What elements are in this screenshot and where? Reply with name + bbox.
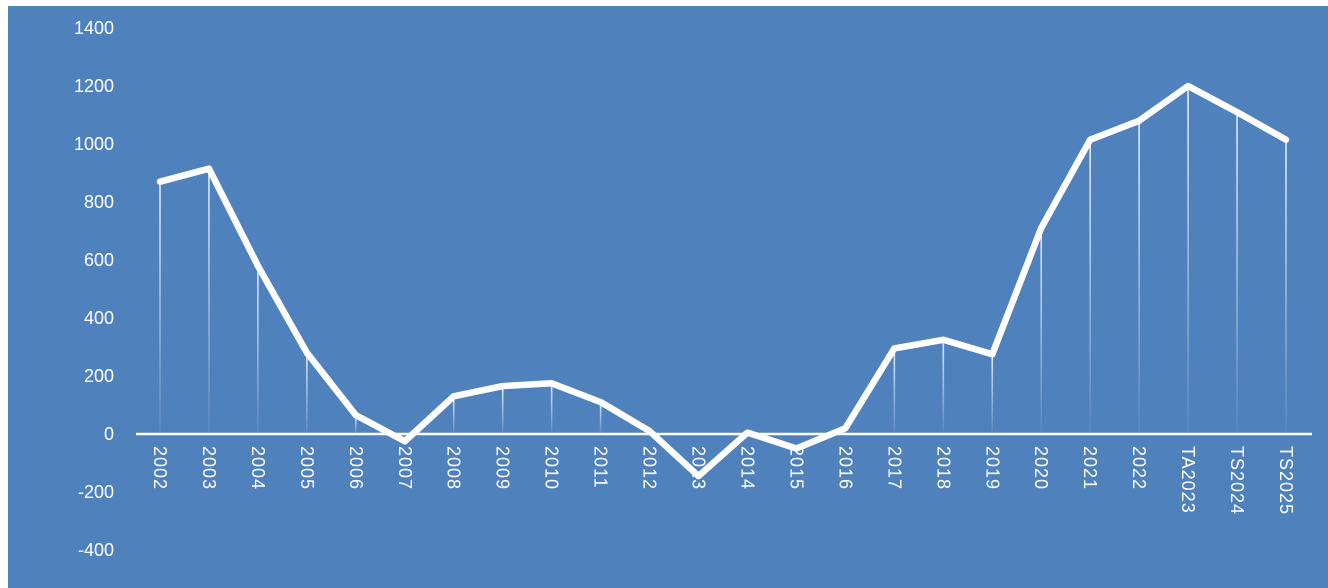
x-tick-label: TS2024 xyxy=(1227,446,1247,515)
drop-line xyxy=(306,352,308,434)
x-tick-label: 2010 xyxy=(542,446,562,490)
drop-line xyxy=(208,168,210,434)
x-tick-label: TS2025 xyxy=(1276,446,1296,515)
x-tick-label: 2012 xyxy=(640,446,660,490)
x-tick-label: 2009 xyxy=(493,446,513,490)
x-tick-label: 2022 xyxy=(1129,446,1149,490)
y-tick-label: 800 xyxy=(84,192,114,212)
x-tick-label: 2015 xyxy=(786,446,806,490)
x-tick-label: TA2023 xyxy=(1178,446,1198,514)
x-tick-label: 2016 xyxy=(835,446,855,490)
x-tick-label: 2014 xyxy=(737,446,757,490)
x-tick-label: 2003 xyxy=(199,446,219,490)
x-tick-label: 2017 xyxy=(884,446,904,490)
drop-line xyxy=(942,339,945,434)
y-tick-label: 1400 xyxy=(74,18,114,38)
x-tick-label: 2005 xyxy=(297,446,317,490)
y-tick-label: 1200 xyxy=(74,76,114,96)
drop-line xyxy=(501,386,504,434)
series-line xyxy=(156,82,1290,480)
drop-line xyxy=(1089,139,1091,434)
x-tick-label: 2019 xyxy=(982,446,1002,490)
x-tick-label: 2013 xyxy=(689,446,709,490)
x-tick-label: 2018 xyxy=(933,446,953,490)
drop-line xyxy=(991,354,994,434)
y-tick-label: 200 xyxy=(84,366,114,386)
x-tick-label: 2021 xyxy=(1080,446,1100,490)
drop-line xyxy=(1040,228,1043,434)
drop-line xyxy=(159,181,161,434)
drop-line xyxy=(1285,139,1287,434)
y-tick-label: -200 xyxy=(78,482,114,502)
x-tick-label: 2007 xyxy=(395,446,415,490)
x-tick-label: 2004 xyxy=(248,446,268,490)
drop-line xyxy=(1187,86,1189,434)
x-tick-label: 2006 xyxy=(346,446,366,490)
drop-line xyxy=(1138,120,1140,435)
y-tick-label: -400 xyxy=(78,540,114,560)
drop-line xyxy=(893,348,896,434)
x-tick-label: 2002 xyxy=(150,446,170,490)
y-tick-label: 0 xyxy=(104,424,114,444)
drop-lines xyxy=(159,86,1287,435)
y-axis-tick-labels: 1400 1200 1000 800 600 400 200 0 -200 -400 xyxy=(74,18,114,560)
drop-line xyxy=(550,383,553,434)
y-tick-label: 600 xyxy=(84,250,114,270)
x-axis-tick-labels: 2002 2003 2004 2005 2006 2007 2008 2009 2010 2011… xyxy=(150,446,1296,515)
drop-line xyxy=(257,265,259,434)
y-tick-label: 1000 xyxy=(74,134,114,154)
drop-line xyxy=(1236,112,1238,434)
drop-line xyxy=(599,402,602,434)
y-tick-label: 400 xyxy=(84,308,114,328)
drop-line xyxy=(355,415,357,434)
x-tick-label: 2020 xyxy=(1031,446,1051,490)
x-tick-label: 2011 xyxy=(591,446,611,489)
chart-area: 1400 1200 1000 800 600 400 200 0 -200 -400 2002 20… xyxy=(8,6,1328,588)
drop-line xyxy=(452,396,455,434)
x-tick-label: 2008 xyxy=(444,446,464,490)
